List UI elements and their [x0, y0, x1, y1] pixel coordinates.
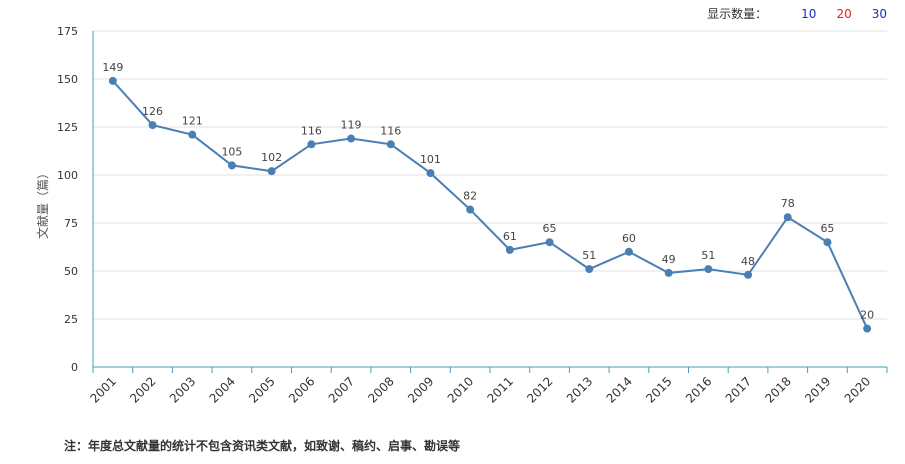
- display-count-option-30[interactable]: 30: [871, 6, 887, 21]
- x-tick-label: 2017: [723, 374, 754, 405]
- data-label: 119: [341, 119, 362, 132]
- data-label: 60: [622, 232, 636, 245]
- y-tick-label: 150: [57, 73, 78, 86]
- footnote: 注：年度总文献量的统计不包含资讯类文献，如致谢、稿约、启事、勘误等: [64, 439, 461, 453]
- data-point: [267, 167, 276, 176]
- data-point: [585, 265, 594, 274]
- data-label: 105: [221, 145, 242, 158]
- data-point: [108, 76, 117, 85]
- x-tick-label: 2007: [326, 374, 357, 405]
- y-tick-label: 50: [64, 265, 78, 278]
- data-label: 149: [102, 61, 123, 74]
- x-tick-label: 2009: [405, 374, 436, 405]
- data-point: [188, 130, 197, 139]
- y-tick-label: 175: [57, 25, 78, 38]
- data-label: 126: [142, 105, 163, 118]
- y-axis-title: 文献量（篇）: [35, 167, 50, 239]
- x-tick-label: 2008: [365, 374, 396, 405]
- data-point: [823, 238, 832, 247]
- data-label: 116: [301, 124, 322, 137]
- gridlines: [93, 30, 887, 320]
- x-tick-label: 2001: [87, 374, 118, 405]
- data-point: [227, 161, 236, 170]
- data-point: [664, 268, 673, 277]
- data-label: 65: [543, 222, 557, 235]
- x-tick-label: 2013: [564, 374, 595, 405]
- data-point: [505, 245, 514, 254]
- data-label: 116: [380, 124, 401, 137]
- data-label: 102: [261, 151, 282, 164]
- y-axis: 0 25 50 75 100 125 150 175: [57, 25, 94, 374]
- data-label: 101: [420, 153, 441, 166]
- data-point: [744, 270, 753, 279]
- display-count-option-10[interactable]: 10: [801, 6, 817, 21]
- x-tick-label: 2018: [762, 374, 793, 405]
- x-axis: 2001 2002 2003 2004 2005 2006 2007 2008 2009 2010…: [87, 366, 888, 406]
- data-label: 82: [463, 190, 477, 203]
- data-label: 51: [582, 249, 596, 262]
- data-point: [783, 213, 792, 222]
- data-point: [863, 324, 872, 333]
- data-point: [466, 205, 475, 214]
- data-label: 78: [781, 197, 795, 210]
- y-tick-label: 125: [57, 121, 78, 134]
- data-label: 49: [662, 253, 676, 266]
- x-tick-label: 2003: [167, 374, 198, 405]
- y-tick-label: 75: [64, 217, 78, 230]
- data-point: [148, 121, 157, 130]
- x-tick-label: 2019: [802, 374, 833, 405]
- data-label: 121: [182, 115, 203, 128]
- data-label: 20: [860, 309, 874, 322]
- x-tick-label: 2004: [207, 374, 238, 405]
- data-point: [347, 134, 356, 143]
- y-tick-label: 25: [64, 313, 78, 326]
- data-point: [704, 265, 713, 274]
- data-label: 61: [503, 230, 517, 243]
- series: 149 126 121 105 102 116 119 116 101 82 61 65 51 60 49 5…: [102, 61, 874, 333]
- x-tick-label: 2012: [524, 374, 555, 405]
- x-tick-label: 2006: [286, 374, 317, 405]
- data-label: 65: [820, 222, 834, 235]
- y-tick-label: 0: [71, 361, 78, 374]
- x-tick-label: 2005: [246, 374, 277, 405]
- x-tick-label: 2010: [445, 374, 476, 405]
- data-label: 48: [741, 255, 755, 268]
- x-tick-label: 2002: [127, 374, 158, 405]
- data-point: [624, 247, 633, 256]
- display-count-label: 显示数量：: [707, 7, 768, 21]
- x-tick-label: 2020: [842, 374, 873, 405]
- x-tick-label: 2016: [683, 374, 714, 405]
- series-line: [112, 80, 869, 330]
- data-label: 51: [701, 249, 715, 262]
- data-point: [307, 140, 316, 149]
- y-tick-label: 100: [57, 169, 78, 182]
- x-tick-label: 2015: [643, 374, 674, 405]
- data-point: [386, 140, 395, 149]
- data-point: [426, 169, 435, 178]
- x-tick-label: 2011: [484, 374, 515, 405]
- display-count-selector: 显示数量： 10 20 30: [707, 5, 887, 22]
- display-count-option-20[interactable]: 20: [836, 6, 852, 21]
- data-point: [545, 238, 554, 247]
- x-tick-label: 2014: [604, 374, 635, 405]
